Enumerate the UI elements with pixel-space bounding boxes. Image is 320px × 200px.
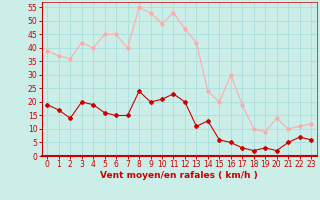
X-axis label: Vent moyen/en rafales ( km/h ): Vent moyen/en rafales ( km/h ) bbox=[100, 171, 258, 180]
